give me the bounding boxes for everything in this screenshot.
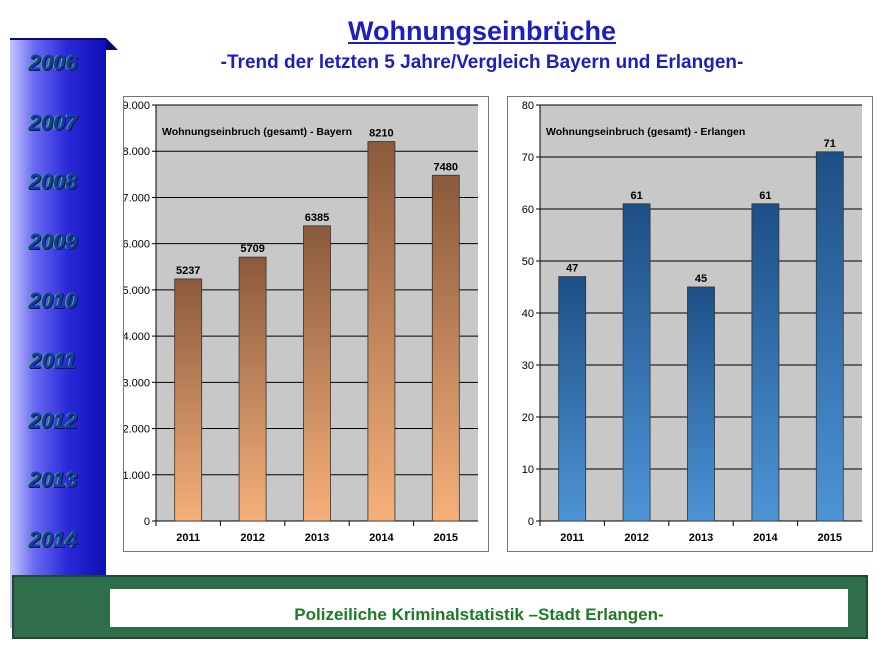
chart-erlangen: 0 10 20 30 40 50 60 70 80 47 2011 61 2012 45 2013 61 201…	[522, 100, 862, 544]
page-subtitle: -Trend der letzten 5 Jahre/Vergleich Bay…	[220, 52, 744, 73]
y-tick-label: 9.000	[124, 100, 150, 112]
chart-inner-title: Wohnungseinbruch (gesamt) - Bayern	[162, 126, 352, 138]
y-tick-label: 10	[522, 464, 534, 476]
year-label-2008: 2008	[28, 169, 78, 195]
footer-panel: Polizeiliche Kriminalstatistik –Stadt Er…	[110, 589, 848, 627]
year-label-2013: 2013	[28, 467, 78, 493]
data-label-2013: 45	[695, 273, 707, 285]
y-tick-label: 7.000	[124, 192, 150, 204]
footer-text: Polizeiliche Kriminalstatistik –Stadt Er…	[294, 605, 664, 624]
year-label-2009: 2009	[28, 228, 78, 254]
x-tick-label-2014: 2014	[369, 532, 394, 544]
x-tick-label-2015: 2015	[434, 532, 458, 544]
x-tick-label-2013: 2013	[305, 532, 329, 544]
year-label-2011: 2011	[29, 348, 77, 373]
data-label-2014: 61	[759, 190, 771, 202]
y-tick-label: 1.000	[124, 470, 150, 482]
y-tick-label: 60	[522, 204, 534, 216]
y-tick-label: 80	[522, 100, 534, 112]
y-tick-label: 3.000	[124, 377, 150, 389]
x-tick-label-2012: 2012	[624, 532, 648, 544]
y-tick-label: 0	[528, 516, 534, 528]
chart-inner-title: Wohnungseinbruch (gesamt) - Erlangen	[546, 126, 745, 138]
bar-2011	[558, 276, 587, 522]
bar-2015	[431, 174, 460, 522]
data-label-2011: 47	[566, 263, 578, 275]
x-tick-label-2011: 2011	[560, 532, 584, 544]
y-tick-label: 8.000	[124, 146, 150, 158]
year-label-2012: 2012	[28, 407, 78, 433]
y-tick-label: 40	[522, 308, 534, 320]
y-tick-label: 5.000	[124, 285, 150, 297]
data-label-2015: 71	[824, 138, 836, 150]
bar-2012	[238, 256, 267, 522]
bar-2013	[687, 286, 715, 522]
bar-2014	[751, 203, 780, 522]
year-label-2007: 2007	[28, 109, 78, 135]
chart-bayern-panel: 0 1.000 2.000 3.000 4.000 5.000 6.000 7.000 8.00…	[122, 96, 489, 552]
y-tick-label: 0	[144, 516, 150, 528]
bar-2012	[622, 203, 651, 522]
footer-bar: Polizeiliche Kriminalstatistik –Stadt Er…	[12, 575, 868, 639]
data-label-2011: 5237	[176, 265, 200, 277]
data-label-2015: 7480	[434, 161, 458, 173]
data-label-2012: 5709	[240, 243, 264, 255]
bar-2015	[815, 151, 844, 522]
page-title: Wohnungseinbrüche	[348, 16, 616, 46]
x-tick-label-2014: 2014	[753, 532, 778, 544]
chart-bayern: 0 1.000 2.000 3.000 4.000 5.000 6.000 7.000 8.00…	[122, 100, 478, 544]
y-tick-label: 20	[522, 412, 534, 424]
x-tick-label-2011: 2011	[176, 532, 200, 544]
x-tick-label-2012: 2012	[240, 532, 264, 544]
data-label-2012: 61	[630, 190, 642, 202]
chart-erlangen-panel: 0 10 20 30 40 50 60 70 80 47 2011 61 2012 45 2013 61 201…	[507, 96, 873, 552]
data-label-2014: 8210	[369, 128, 393, 140]
y-tick-label: 30	[522, 360, 534, 372]
year-sidebar	[10, 38, 106, 628]
year-label-2010: 2010	[28, 288, 78, 314]
y-tick-label: 70	[522, 152, 534, 164]
x-tick-label-2013: 2013	[689, 532, 713, 544]
y-tick-label: 6.000	[124, 239, 150, 251]
data-label-2013: 6385	[305, 212, 329, 224]
x-tick-label-2015: 2015	[818, 532, 842, 544]
y-tick-label: 4.000	[124, 331, 150, 343]
bar-2013	[303, 225, 331, 522]
y-tick-label: 50	[522, 256, 534, 268]
y-tick-label: 2.000	[124, 424, 150, 436]
bar-2011	[174, 278, 203, 522]
year-label-2006: 2006	[28, 50, 78, 75]
bar-2014	[367, 141, 396, 522]
year-label-2014: 2014	[28, 526, 78, 552]
